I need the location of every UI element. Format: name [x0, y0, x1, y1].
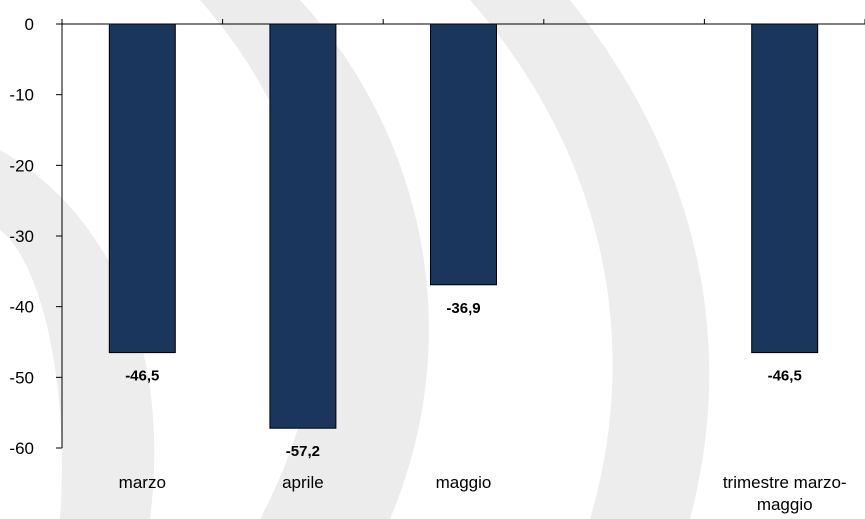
watermark-arc-left — [0, 150, 155, 519]
data-label: -46,5 — [768, 368, 802, 385]
x-axis — [61, 19, 865, 25]
y-tick-label: 0 — [25, 15, 34, 34]
data-label: -57,2 — [286, 443, 320, 460]
y-axis: 0 -10 -20 -30 -40 -50 -60 — [9, 15, 63, 458]
category-label: maggio — [436, 473, 492, 492]
y-tick-label: -50 — [9, 368, 34, 387]
y-tick-label: -60 — [9, 439, 34, 458]
bar — [269, 23, 337, 429]
bars — [108, 23, 819, 429]
data-label: -36,9 — [446, 300, 480, 317]
category-label: trimestre marzo-maggio — [723, 473, 847, 514]
data-labels: -46,5 -57,2 -36,9 -46,5 — [125, 300, 802, 460]
category-labels: marzo aprile maggio trimestre marzo-maggio — [119, 473, 847, 514]
watermark-arc-middle — [200, 0, 429, 519]
y-tick-label: -30 — [9, 227, 34, 246]
bar — [108, 23, 176, 354]
category-label: marzo — [119, 473, 166, 492]
y-tick-label: -20 — [9, 156, 34, 175]
data-label: -46,5 — [125, 368, 159, 385]
watermark-arcs — [0, 0, 710, 519]
y-tick-label: -10 — [9, 86, 34, 105]
y-tick-label: -40 — [9, 298, 34, 317]
bar — [430, 23, 497, 286]
watermark-arc-right — [470, 0, 710, 519]
bar — [751, 23, 819, 354]
category-label: aprile — [282, 473, 324, 492]
